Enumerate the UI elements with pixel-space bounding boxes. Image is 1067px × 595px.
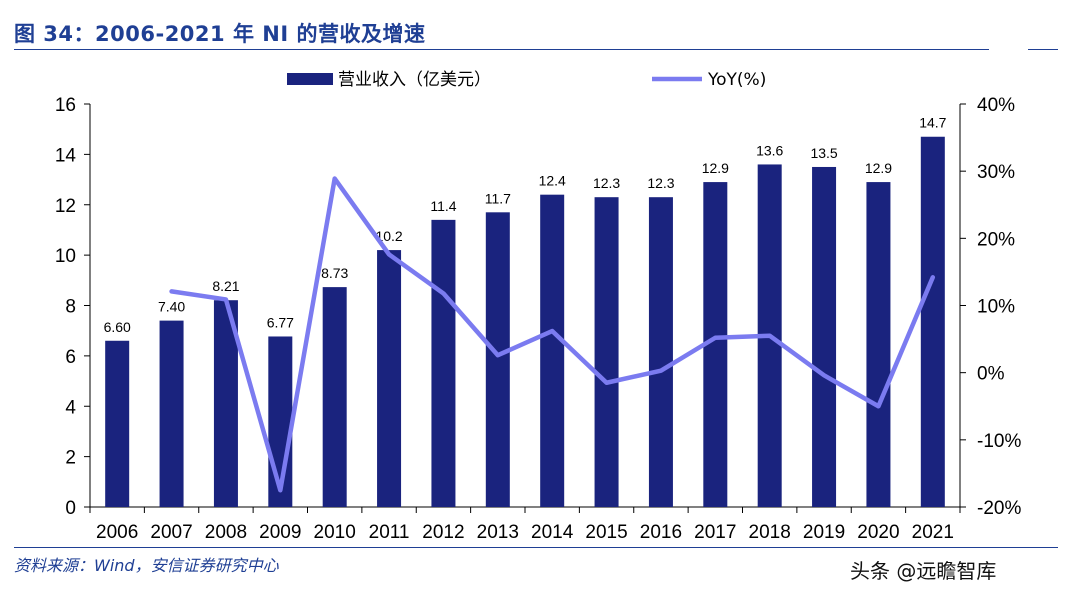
- y-left-tick-label: 0: [65, 498, 76, 519]
- bar: [594, 197, 619, 507]
- bar: [812, 166, 837, 507]
- bar-data-label: 11.4: [430, 198, 456, 214]
- y-left-tick-label: 16: [55, 95, 76, 116]
- x-tick-label: 2007: [150, 522, 192, 543]
- bar: [485, 212, 510, 507]
- title-divider: [14, 49, 989, 50]
- x-tick-label: 2011: [369, 522, 410, 543]
- x-tick-label: 2021: [912, 522, 954, 543]
- y-right-tick-label: -10%: [977, 431, 1021, 452]
- y-left-tick-label: 6: [65, 347, 76, 368]
- bar: [159, 320, 184, 507]
- x-tick-label: 2014: [531, 522, 574, 543]
- bar-data-label: 10.2: [375, 228, 402, 244]
- bar-data-label: 7.40: [158, 299, 185, 315]
- bar: [377, 250, 402, 507]
- bar-data-label: 13.6: [756, 142, 783, 158]
- y-left-tick-label: 2: [65, 448, 76, 469]
- bar-data-label: 6.60: [104, 319, 131, 335]
- y-left-tick-label: 14: [55, 145, 77, 166]
- bar-data-label: 8.21: [212, 278, 239, 294]
- x-tick-label: 2018: [749, 522, 791, 543]
- x-tick-label: 2008: [205, 522, 247, 543]
- bar: [105, 340, 130, 507]
- y-right-tick-label: -20%: [977, 498, 1021, 519]
- y-left-tick-label: 12: [55, 196, 76, 217]
- bar-data-label: 12.9: [702, 160, 729, 176]
- bar: [920, 136, 945, 507]
- legend-bar-label: 营业收入（亿美元）: [338, 70, 491, 90]
- y-left-tick-label: 8: [65, 297, 76, 318]
- bar: [322, 287, 347, 507]
- bar-data-label: 12.3: [647, 175, 674, 191]
- x-tick-label: 2012: [422, 522, 464, 543]
- bar-data-label: 12.4: [539, 173, 566, 189]
- x-tick-label: 2020: [857, 522, 899, 543]
- legend-bar-swatch: [287, 73, 333, 85]
- y-left-tick-label: 10: [55, 246, 76, 267]
- bar-data-label: 12.3: [593, 175, 620, 191]
- x-tick-label: 2006: [96, 522, 138, 543]
- figure-title: 图 34：2006-2021 年 NI 的营收及增速: [14, 22, 426, 46]
- x-tick-label: 2016: [640, 522, 682, 543]
- x-tick-label: 2013: [477, 522, 519, 543]
- footer-divider: [14, 547, 1058, 548]
- bar: [540, 194, 565, 508]
- bar: [648, 197, 673, 507]
- bar: [431, 219, 456, 508]
- legend-line-label: YoY(%): [707, 70, 766, 90]
- x-tick-label: 2010: [314, 522, 356, 543]
- watermark: 头条 @远瞻智库: [850, 559, 997, 583]
- title-divider-right: [1028, 49, 1058, 50]
- x-tick-label: 2019: [803, 522, 845, 543]
- y-right-tick-label: 40%: [977, 95, 1015, 116]
- bar-data-label: 14.7: [919, 115, 946, 131]
- bar: [866, 182, 891, 508]
- y-left-tick-label: 4: [65, 397, 76, 418]
- bar-data-label: 8.73: [321, 265, 348, 281]
- source-note: 资料来源：Wind，安信证券研究中心: [14, 556, 279, 575]
- bar-data-label: 6.77: [267, 314, 294, 330]
- bar-data-label: 13.5: [810, 145, 837, 161]
- x-tick-label: 2015: [585, 522, 627, 543]
- x-tick-label: 2017: [694, 522, 736, 543]
- y-right-tick-label: 10%: [977, 297, 1015, 318]
- bar-data-label: 11.7: [485, 190, 511, 206]
- y-right-tick-label: 30%: [977, 162, 1015, 183]
- y-right-tick-label: 20%: [977, 229, 1015, 250]
- bar-data-label: 12.9: [865, 160, 892, 176]
- y-right-tick-label: 0%: [977, 364, 1005, 385]
- x-tick-label: 2009: [259, 522, 301, 543]
